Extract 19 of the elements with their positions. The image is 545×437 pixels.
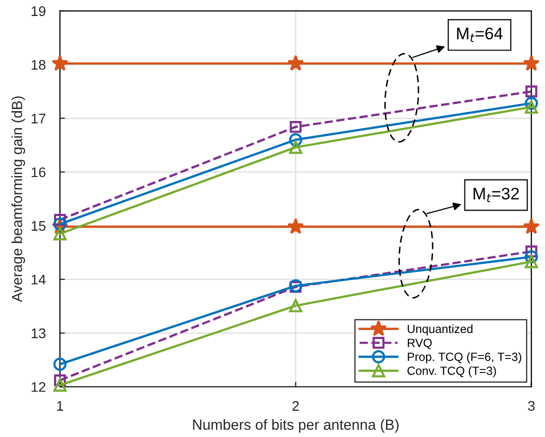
- legend-label: Unquantized: [408, 324, 472, 336]
- x-tick-label: 1: [57, 401, 64, 411]
- y-tick-label: 16: [32, 167, 46, 178]
- y-tick-label: 18: [32, 60, 46, 70]
- y-tick-label: 19: [32, 6, 46, 16]
- x-axis-title: Numbers of bits per antenna (B): [193, 419, 399, 433]
- y-tick-label: 13: [32, 328, 46, 338]
- annotation: M$_{t}$=32: [474, 188, 519, 202]
- x-tick-label: 2: [292, 401, 299, 411]
- annotation: M$_{t}$=64: [457, 28, 503, 42]
- y-tick-label: 12: [32, 382, 46, 392]
- legend-label: Conv. TCQ (T=3): [407, 366, 496, 378]
- legend-label: RVQ: [408, 338, 432, 350]
- y-tick-label: 17: [32, 114, 46, 124]
- legend-label: Prop. TCQ (F=6, T=3): [408, 352, 522, 364]
- y-tick-label: 14: [32, 274, 46, 284]
- x-tick-label: 3: [528, 401, 535, 411]
- y-axis-title: Average beamforming gain (dB): [11, 96, 26, 302]
- y-tick-label: 15: [32, 221, 46, 231]
